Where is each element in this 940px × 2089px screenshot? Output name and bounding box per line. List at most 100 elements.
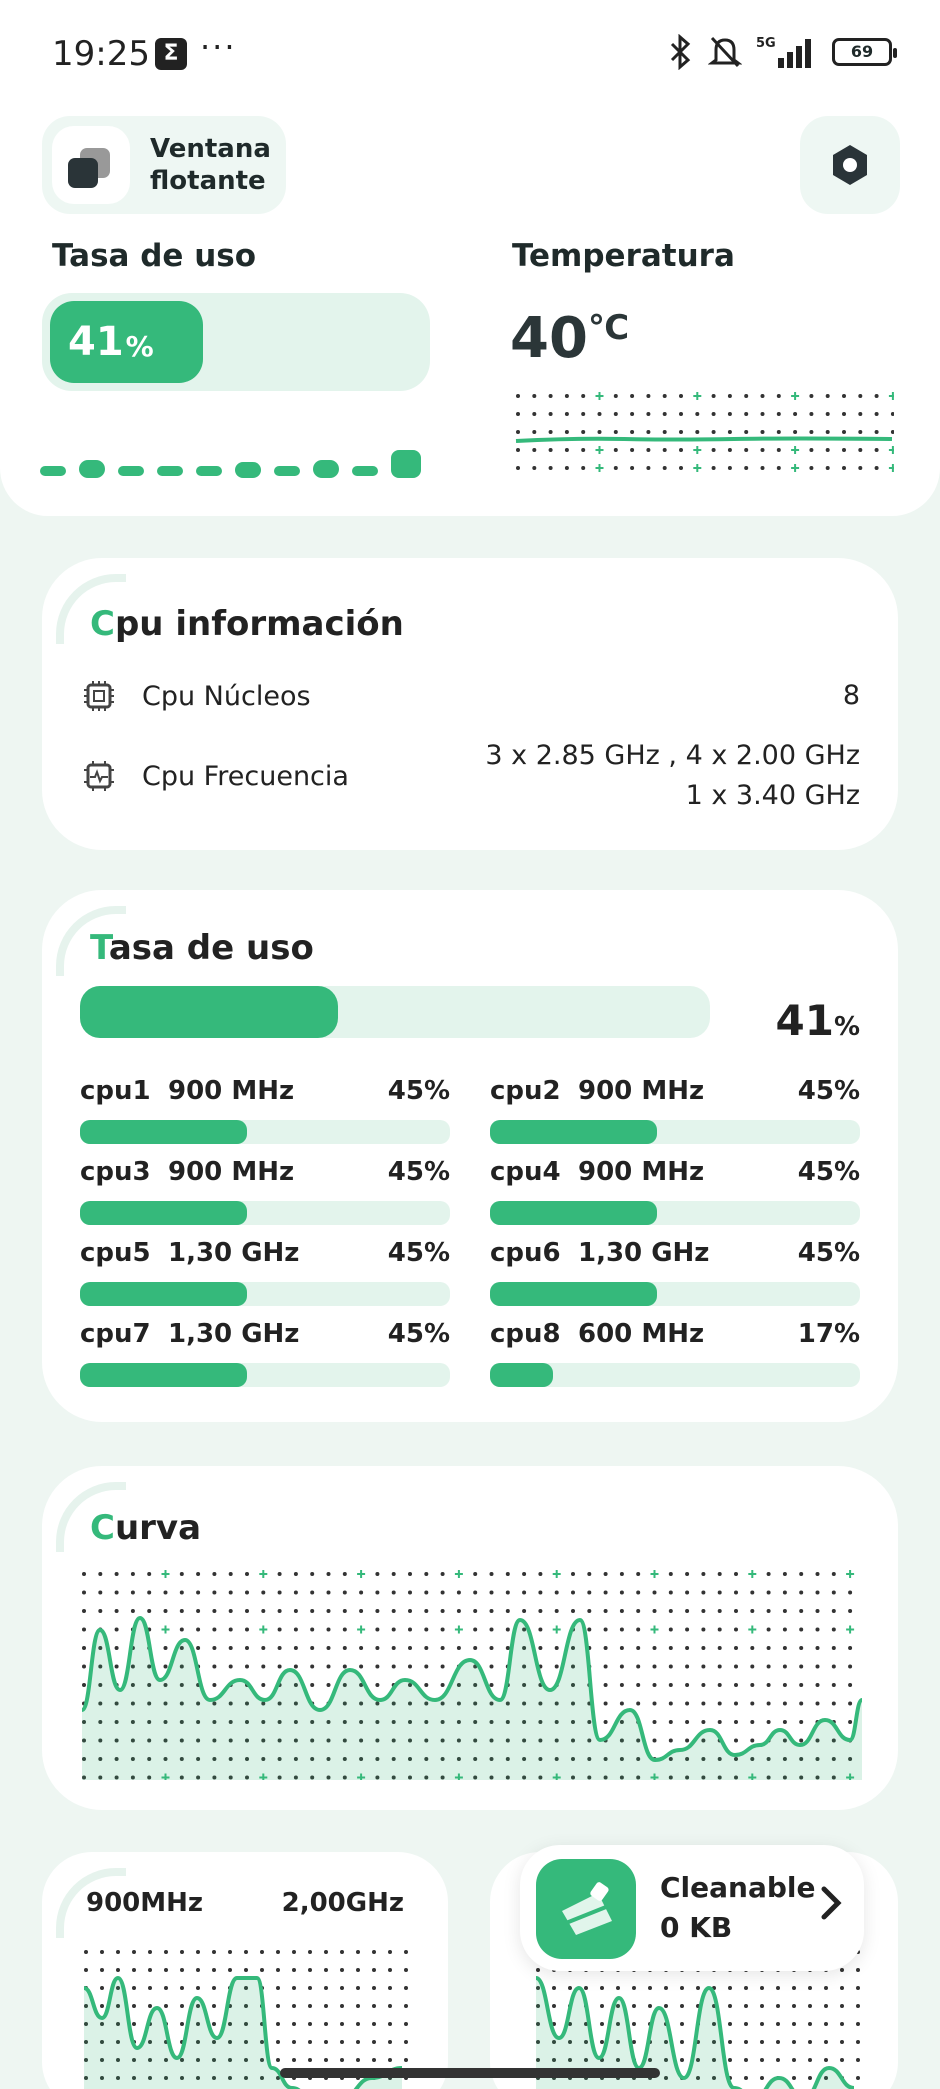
- core-percent: 45%: [797, 1238, 860, 1268]
- core-cpu4: cpu4 900 MHz 45%: [490, 1157, 860, 1227]
- core-frequency: 900 MHz: [168, 1157, 295, 1187]
- cpu-frequency-value: 3 x 2.85 GHz , 4 x 2.00 GHz 1 x 3.40 GHz: [485, 736, 860, 816]
- core-usage-bar: [490, 1363, 860, 1387]
- core-percent: 45%: [387, 1157, 450, 1187]
- usage-rate-value: 41: [68, 319, 124, 365]
- core-name: cpu1: [80, 1076, 151, 1106]
- app-notification-icon: Σ: [155, 38, 187, 70]
- cleanable-title: Cleanable: [660, 1871, 816, 1904]
- usage-rate-unit: %: [125, 329, 154, 363]
- top-summary-card: [0, 0, 940, 516]
- core-usage-fill: [490, 1363, 553, 1387]
- signal-icon: 5G: [756, 36, 811, 68]
- core-name: cpu2: [490, 1076, 561, 1106]
- total-usage-fill: [80, 986, 339, 1038]
- core-frequency: 1,30 GHz: [168, 1319, 300, 1349]
- floating-window-button[interactable]: Ventana flotante: [42, 116, 286, 214]
- usage-rate-fill: 41%: [50, 301, 203, 383]
- usage-rate-bar: 41%: [42, 293, 430, 391]
- core-usage-fill: [490, 1120, 657, 1144]
- core-frequency: 1,30 GHz: [168, 1238, 300, 1268]
- core-frequency: 900 MHz: [578, 1076, 705, 1106]
- home-indicator[interactable]: [280, 2068, 660, 2078]
- core-percent: 17%: [797, 1319, 860, 1349]
- temperature-graph: [515, 392, 894, 472]
- core-name: cpu5: [80, 1238, 151, 1268]
- core-percent: 45%: [387, 1238, 450, 1268]
- bell-muted-icon: [708, 36, 742, 68]
- cleanable-popup[interactable]: Cleanable 0 KB: [520, 1845, 864, 1971]
- core-cpu6: cpu6 1,30 GHz 45%: [490, 1238, 860, 1308]
- cpu-cores-value: 8: [842, 680, 860, 711]
- frequency-graph: [83, 1950, 408, 2089]
- core-usage-bar: [490, 1282, 860, 1306]
- core-cpu8: cpu8 600 MHz 17%: [490, 1319, 860, 1389]
- settings-button[interactable]: [800, 116, 900, 214]
- temperature-label: Temperatura: [512, 238, 735, 274]
- cpu-frequency-line2: 1 x 3.40 GHz: [685, 780, 860, 811]
- core-usage-bar: [80, 1282, 450, 1306]
- settings-hexagon-icon: [833, 145, 867, 185]
- cpu-frequency-icon: [84, 761, 114, 791]
- core-usage-bar: [80, 1120, 450, 1144]
- core-usage-bar: [490, 1120, 860, 1144]
- temperature-number: 40: [510, 306, 588, 371]
- cleanable-size: 0 KB: [660, 1911, 733, 1944]
- usage-card-title: Tasa de uso: [90, 928, 314, 968]
- total-usage-bar: [80, 986, 710, 1038]
- core-cpu7: cpu7 1,30 GHz 45%: [80, 1319, 450, 1389]
- core-usage-fill: [80, 1363, 247, 1387]
- usage-card: Tasa de uso 41% cpu1 900 MHz 45% cpu2 900 MH…: [42, 890, 898, 1422]
- cpu-info-title: Cpu información: [90, 604, 404, 644]
- status-bar: 19:25 Σ ··· 5G 69: [0, 0, 940, 110]
- core-cpu3: cpu3 900 MHz 45%: [80, 1157, 450, 1227]
- more-notifications-icon: ···: [200, 28, 237, 66]
- bluetooth-icon: [670, 34, 691, 70]
- frequency-max-label: 2,00GHz: [281, 1888, 404, 1918]
- cpu-info-card: Cpu información Cpu Núcleos 8 Cpu Frecue…: [42, 558, 898, 850]
- core-cpu2: cpu2 900 MHz 45%: [490, 1076, 860, 1146]
- broom-icon: [536, 1859, 636, 1959]
- core-name: cpu6: [490, 1238, 561, 1268]
- status-icons: 5G 69: [668, 34, 897, 70]
- core-name: cpu3: [80, 1157, 151, 1187]
- core-usage-fill: [490, 1201, 657, 1225]
- frequency-card: 900MHz 2,00GHz: [42, 1852, 448, 2089]
- cpu-frequency-label: Cpu Frecuencia: [142, 760, 349, 792]
- core-cpu1: cpu1 900 MHz 45%: [80, 1076, 450, 1146]
- cpu-frequency-row: Cpu Frecuencia 3 x 2.85 GHz , 4 x 2.00 G…: [80, 736, 860, 816]
- core-usage-fill: [80, 1120, 247, 1144]
- core-usage-bar: [490, 1201, 860, 1225]
- floating-window-icon: [52, 126, 130, 204]
- floating-window-label: Ventana flotante: [150, 134, 271, 196]
- curve-card: Curva: [42, 1466, 898, 1810]
- core-frequency: 1,30 GHz: [578, 1238, 710, 1268]
- status-time: 19:25: [52, 34, 150, 74]
- cpu-frequency-line1: 3 x 2.85 GHz , 4 x 2.00 GHz: [485, 740, 860, 771]
- core-usage-fill: [490, 1282, 657, 1306]
- core-cpu5: cpu5 1,30 GHz 45%: [80, 1238, 450, 1308]
- curve-card-title: Curva: [90, 1508, 202, 1548]
- total-usage-value: 41%: [775, 996, 860, 1045]
- core-frequency: 900 MHz: [578, 1157, 705, 1187]
- chip-icon: [84, 681, 114, 711]
- cpu-cores-label: Cpu Núcleos: [142, 680, 311, 712]
- temperature-value: 40℃: [510, 306, 629, 371]
- core-frequency: 600 MHz: [578, 1319, 705, 1349]
- core-percent: 45%: [387, 1319, 450, 1349]
- frequency-min-label: 900MHz: [86, 1888, 204, 1918]
- cpu-cores-row: Cpu Núcleos 8: [80, 676, 860, 716]
- chevron-right-icon[interactable]: [816, 1883, 846, 1923]
- core-percent: 45%: [387, 1076, 450, 1106]
- core-usage-bar: [80, 1201, 450, 1225]
- core-frequency: 900 MHz: [168, 1076, 295, 1106]
- usage-curve-graph: [80, 1570, 864, 1780]
- core-usage-fill: [80, 1201, 247, 1225]
- core-name: cpu4: [490, 1157, 561, 1187]
- temperature-unit: ℃: [587, 308, 630, 348]
- usage-rate-label: Tasa de uso: [52, 238, 257, 274]
- core-percent: 45%: [797, 1076, 860, 1106]
- core-usage-fill: [80, 1282, 247, 1306]
- core-name: cpu7: [80, 1319, 151, 1349]
- usage-history-bars: [40, 450, 421, 478]
